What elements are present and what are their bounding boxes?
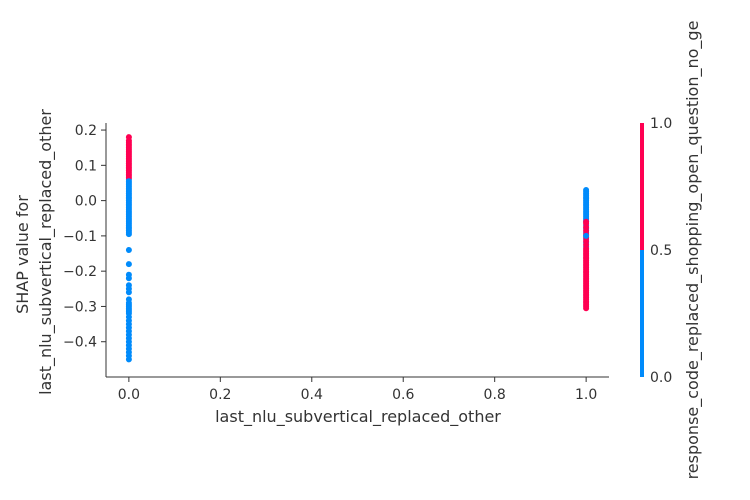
scatter-point [125,308,132,315]
colorbar-tick-label: 0.5 [650,243,672,259]
x-tick-label: 1.0 [575,387,597,403]
x-tick-label: 0.8 [484,387,506,403]
x-axis-label: last_nlu_subvertical_replaced_other [215,407,501,427]
colorbar-tick-label: 1.0 [650,116,672,132]
x-ticks: 0.0 0.2 0.4 0.6 0.8 1.0 [118,377,597,403]
y-axis-label-line-1: SHAP value for [13,195,32,314]
colorbar [640,123,644,377]
y-tick-label: −0.4 [63,335,97,351]
scatter-point [125,261,132,268]
x-tick-label: 0.4 [301,387,323,403]
scatter-point [125,229,132,236]
y-tick-label: 0.2 [75,123,97,139]
x-tick-label: 0.0 [118,387,140,403]
scatter-point [125,289,132,296]
x-tick-label: 0.6 [392,387,414,403]
y-tick-label: 0.0 [75,194,97,210]
scatter-point [125,356,132,363]
colorbar-tick-label: 0.0 [650,370,672,386]
y-tick-label: −0.1 [63,229,97,245]
y-tick-label: 0.1 [75,158,97,174]
scatter-point [583,232,590,239]
scatter-point [125,275,132,282]
scatter-points [125,134,590,363]
colorbar-label: response_code_replaced_shopping_open_que… [683,21,703,480]
y-axis-label: SHAP value for last_nlu_subvertical_repl… [13,109,56,395]
scatter-point [583,301,590,308]
scatter-point [125,247,132,253]
x-tick-label: 0.2 [209,387,231,403]
scatter-point [125,181,132,188]
y-tick-label: −0.3 [63,299,97,315]
y-ticks: 0.2 0.1 0.0 −0.1 −0.2 −0.3 −0.4 [63,123,106,351]
y-axis-label-line-2: last_nlu_subvertical_replaced_other [36,109,56,395]
colorbar-ticks: 1.0 0.5 0.0 [650,116,672,386]
axes [105,123,609,378]
y-tick-label: −0.2 [63,264,97,280]
